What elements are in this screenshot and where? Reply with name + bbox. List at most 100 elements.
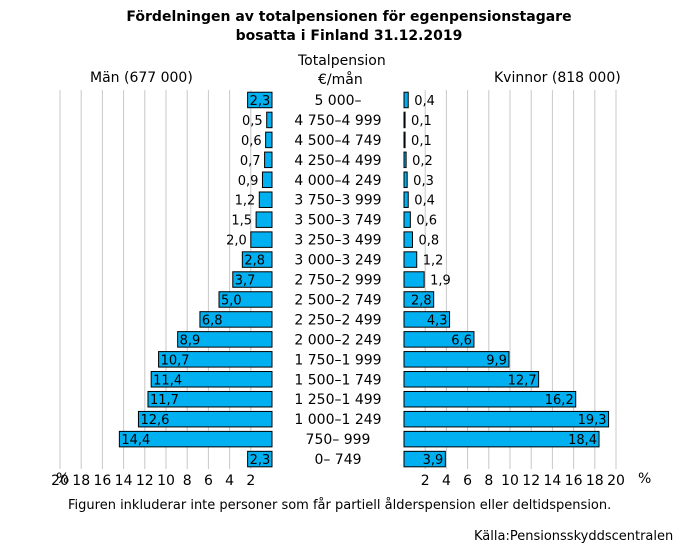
- center-heading-line2: €/mån: [318, 72, 363, 88]
- category-label: 2 750–2 999: [294, 273, 381, 289]
- category-label: 4 750–4 999: [294, 113, 381, 129]
- chart-title-line2: bosatta i Finland 31.12.2019: [235, 28, 463, 44]
- data-label-women: 1,2: [423, 254, 444, 269]
- men-heading: Män (677 000): [90, 70, 193, 86]
- bar-women: [403, 171, 408, 189]
- data-label-men: 6,8: [202, 313, 223, 328]
- data-label-men: 0,5: [242, 114, 263, 129]
- bar-men: [264, 151, 273, 169]
- data-label-men: 2,0: [226, 234, 247, 249]
- bar-women: [403, 231, 413, 248]
- data-label-women: 0,8: [418, 234, 439, 249]
- right-percent-sign: %: [638, 471, 652, 487]
- category-label: 4 000–4 249: [294, 173, 381, 189]
- bar-men: [241, 251, 273, 268]
- bar-men: [250, 231, 273, 248]
- bar-women: [403, 111, 406, 129]
- bar-men: [118, 430, 273, 448]
- bar-women: [403, 331, 475, 348]
- category-label: 750– 999: [306, 432, 371, 448]
- x-tick-label-women: 10: [501, 473, 519, 489]
- bar-women: [403, 371, 540, 388]
- chart-title-line1: Fördelningen av totalpensionen för egenp…: [126, 9, 572, 25]
- x-tick-label-men: 12: [136, 473, 154, 489]
- bar-women: [403, 151, 407, 169]
- x-tick-label-women: 14: [543, 473, 561, 489]
- category-label: 4 250–4 499: [294, 153, 381, 169]
- bar-men: [150, 371, 273, 388]
- data-label-men: 0,6: [241, 134, 262, 149]
- data-label-men: 11,4: [153, 373, 182, 388]
- data-label-women: 9,9: [486, 353, 507, 368]
- data-label-men: 1,2: [235, 194, 256, 209]
- data-label-men: 12,6: [140, 413, 169, 428]
- category-label: 1 500–1 749: [294, 372, 381, 388]
- bar-men: [147, 390, 273, 408]
- x-tick-label-men: 4: [225, 473, 234, 489]
- bar-women: [403, 291, 435, 308]
- category-label: 3 750–3 999: [294, 193, 381, 209]
- bar-men: [258, 191, 273, 208]
- footnote: Figuren inkluderar inte personer som får…: [68, 498, 612, 513]
- x-tick-label-women: 6: [463, 473, 472, 489]
- bar-men: [265, 131, 273, 149]
- category-label: 5 000–: [314, 93, 361, 109]
- x-tick-label-women: 2: [421, 473, 430, 489]
- bar-men: [266, 111, 273, 129]
- bar-women: [403, 410, 610, 428]
- bar-men: [177, 331, 273, 348]
- data-label-men: 0,9: [238, 174, 259, 189]
- bar-women: [403, 251, 418, 268]
- bar-men: [137, 410, 273, 428]
- data-label-women: 19,3: [578, 413, 607, 428]
- data-label-women: 0,4: [414, 94, 435, 109]
- bar-women: [403, 91, 409, 109]
- x-tick-label-men: 6: [204, 473, 213, 489]
- data-label-men: 8,9: [180, 333, 201, 348]
- data-label-women: 0,1: [411, 134, 432, 149]
- category-label: 2 000–2 249: [294, 332, 381, 348]
- data-label-men: 2,3: [250, 453, 271, 468]
- data-label-men: 2,8: [244, 254, 265, 269]
- category-label: 1 250–1 499: [294, 392, 381, 408]
- category-label: 1 750–1 999: [294, 352, 381, 368]
- data-label-women: 1,9: [430, 274, 451, 289]
- x-tick-label-men: 8: [183, 473, 192, 489]
- bar-women: [403, 211, 411, 228]
- x-tick-label-women: 20: [607, 473, 625, 489]
- x-tick-label-women: 4: [442, 473, 451, 489]
- left-percent-sign: %: [56, 471, 70, 487]
- data-label-men: 11,7: [150, 393, 179, 408]
- women-heading: Kvinnor (818 000): [494, 70, 621, 86]
- x-tick-label-men: 10: [157, 473, 175, 489]
- x-tick-label-men: 14: [115, 473, 133, 489]
- category-label: 4 500–4 749: [294, 133, 381, 149]
- data-label-women: 2,8: [411, 293, 432, 308]
- bar-women: [403, 311, 451, 328]
- data-label-women: 12,7: [508, 373, 537, 388]
- data-label-men: 1,5: [231, 214, 252, 229]
- x-tick-label-men: 18: [72, 473, 90, 489]
- data-label-women: 6,6: [451, 333, 472, 348]
- data-label-men: 14,4: [121, 433, 150, 448]
- x-tick-label-women: 8: [484, 473, 493, 489]
- category-label: 3 250–3 499: [294, 233, 381, 249]
- bar-women: [403, 351, 510, 368]
- data-label-women: 0,1: [411, 114, 432, 129]
- category-label: 2 500–2 749: [294, 292, 381, 308]
- source-note: Källa:Pensionsskyddscentralen: [474, 529, 674, 544]
- data-label-men: 0,7: [240, 154, 261, 169]
- data-label-women: 0,2: [412, 154, 433, 169]
- bar-women: [403, 131, 406, 149]
- data-label-women: 3,9: [423, 453, 444, 468]
- center-heading-line1: Totalpension: [298, 53, 386, 69]
- data-label-women: 0,3: [413, 174, 434, 189]
- bar-men: [158, 351, 273, 368]
- bar-men: [199, 311, 273, 328]
- bar-men: [247, 91, 273, 109]
- data-label-women: 0,4: [414, 194, 435, 209]
- data-label-men: 10,7: [161, 353, 190, 368]
- bar-women: [403, 191, 409, 208]
- data-label-men: 5,0: [221, 293, 242, 308]
- data-label-men: 2,3: [250, 94, 271, 109]
